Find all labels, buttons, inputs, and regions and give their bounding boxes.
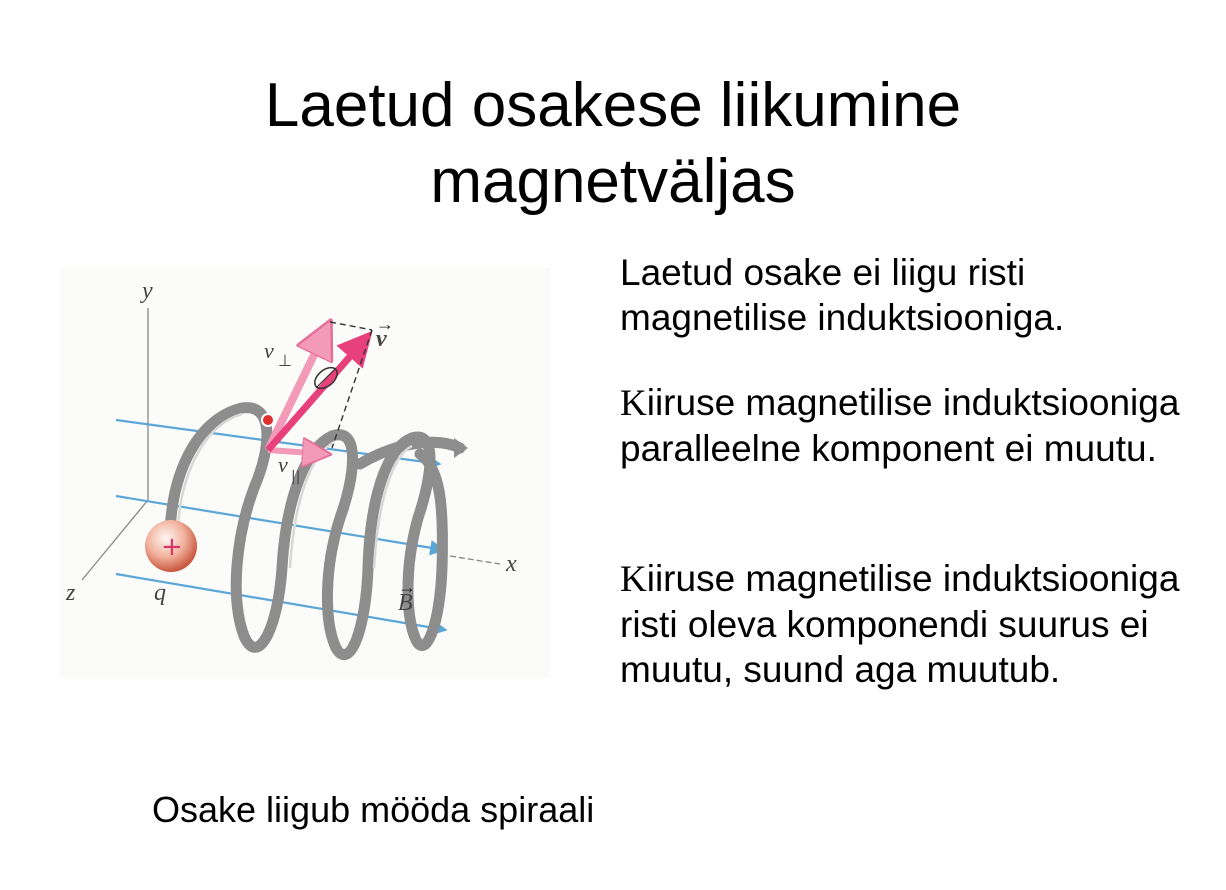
slide-title-line-1: Laetud osakese liikumine	[264, 71, 962, 140]
helix-trajectory	[164, 402, 466, 661]
slide-title-line-2: magnetväljas	[430, 147, 796, 216]
v-parallel-arrow	[267, 450, 326, 454]
v-parallel-label: v	[278, 452, 288, 477]
helix-arrowhead	[454, 438, 468, 458]
v-parallel-subscript: ||	[291, 469, 300, 485]
paragraph-parallel-component: Kiiruse magnetilise induktsiooniga paral…	[620, 382, 1180, 469]
velocity-vectors	[264, 321, 373, 454]
diagram-svg: y z x	[60, 268, 550, 678]
paragraph-not-perpendicular: Laetud osake ei liigu risti magnetilise …	[620, 252, 1065, 338]
charge-label: q	[154, 580, 166, 606]
y-axis-label: y	[140, 278, 153, 304]
particle-position-dot	[261, 413, 275, 427]
field-vector-arrow-mark: →	[398, 577, 416, 597]
helix-tail	[354, 436, 466, 470]
x-axis-label: x	[505, 551, 517, 577]
slide-title: Laetud osakese liikumine magnetväljas	[0, 68, 1226, 220]
velocity-label: v	[376, 326, 387, 352]
charge-sign: +	[161, 532, 183, 562]
helix-coil-1	[164, 402, 338, 653]
field-label: B	[398, 590, 413, 616]
helix-motion-diagram: y z x	[60, 268, 550, 678]
helix-coil-3	[402, 431, 448, 652]
paragraph-perpendicular-component: Kiiruse magnetilise induktsiooniga risti…	[620, 558, 1180, 690]
v-perp-label: v	[264, 338, 274, 363]
projection-line-top	[329, 321, 373, 331]
charged-particle	[145, 520, 197, 572]
projection-line-side	[331, 329, 373, 449]
z-axis-label: z	[65, 580, 76, 606]
z-axis	[81, 499, 149, 581]
figure-caption: Osake liigub mööda spiraali	[152, 789, 595, 830]
axes	[81, 308, 501, 581]
velocity-arrow	[265, 330, 373, 453]
helix-coil-2	[322, 429, 418, 661]
v-perp-subscript: ⊥	[278, 351, 292, 370]
v-perp-arrow	[264, 326, 328, 452]
angle-marker	[314, 366, 338, 390]
velocity-vector-arrow-mark: →	[376, 314, 394, 334]
